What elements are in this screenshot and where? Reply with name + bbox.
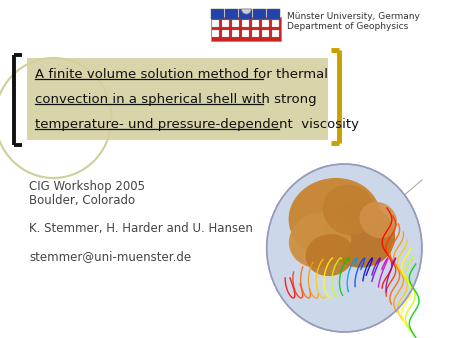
- Text: stemmer@uni-muenster.de: stemmer@uni-muenster.de: [29, 250, 191, 263]
- Bar: [252, 30, 259, 37]
- Bar: [212, 20, 220, 27]
- Text: K. Stemmer, H. Harder and U. Hansen: K. Stemmer, H. Harder and U. Hansen: [29, 222, 253, 235]
- Text: temperature- und pressure-dependent  viscosity: temperature- und pressure-dependent visc…: [35, 118, 359, 131]
- Text: Boulder, Colorado: Boulder, Colorado: [29, 194, 135, 207]
- Bar: [239, 9, 252, 19]
- Bar: [212, 9, 225, 19]
- Ellipse shape: [323, 185, 376, 235]
- Bar: [232, 20, 239, 27]
- Bar: [27, 58, 328, 140]
- Bar: [253, 9, 266, 19]
- Ellipse shape: [323, 202, 395, 268]
- Bar: [243, 30, 249, 37]
- Bar: [272, 20, 279, 27]
- Ellipse shape: [288, 178, 381, 258]
- Text: A finite volume solution method for thermal: A finite volume solution method for ther…: [35, 68, 328, 81]
- Ellipse shape: [360, 202, 397, 238]
- Bar: [252, 20, 259, 27]
- Text: CIG Workshop 2005: CIG Workshop 2005: [29, 180, 145, 193]
- Wedge shape: [242, 9, 251, 14]
- Bar: [267, 9, 280, 19]
- Bar: [232, 30, 239, 37]
- Bar: [243, 20, 249, 27]
- Bar: [225, 9, 238, 19]
- Bar: [212, 17, 281, 41]
- Ellipse shape: [306, 234, 354, 276]
- Text: Münster University, Germany: Münster University, Germany: [287, 12, 420, 21]
- Bar: [222, 30, 230, 37]
- Ellipse shape: [289, 212, 351, 268]
- Text: Department of Geophysics: Department of Geophysics: [287, 22, 408, 31]
- Ellipse shape: [267, 164, 422, 332]
- Bar: [262, 30, 270, 37]
- Bar: [262, 20, 270, 27]
- Bar: [222, 20, 230, 27]
- Bar: [212, 30, 220, 37]
- Text: convection in a spherical shell with strong: convection in a spherical shell with str…: [35, 93, 316, 106]
- Bar: [272, 30, 279, 37]
